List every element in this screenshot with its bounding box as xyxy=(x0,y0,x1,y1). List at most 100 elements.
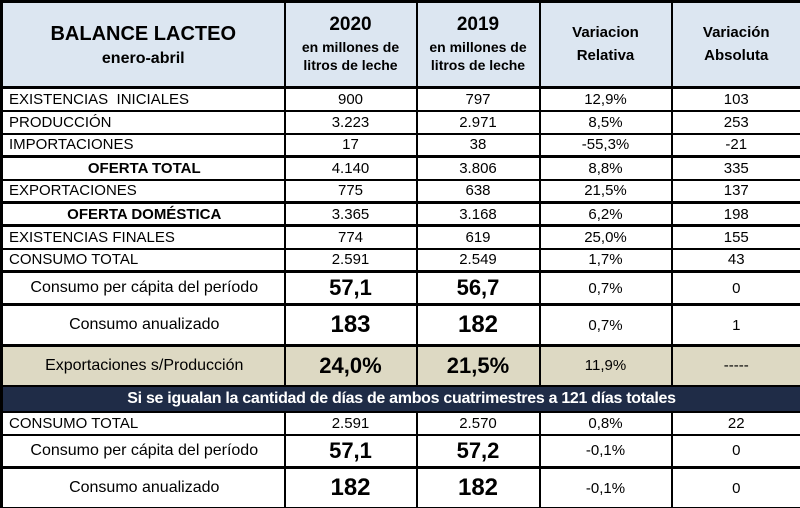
value-2019: 2.570 xyxy=(415,410,541,436)
variacion-absoluta-value: 0 xyxy=(670,270,800,306)
variacion-relativa-value: 25,0% xyxy=(538,224,673,250)
variacion-absoluta-value: 335 xyxy=(670,155,800,181)
value-2019: 619 xyxy=(415,224,541,250)
row-label: Consumo per cápita del período xyxy=(0,433,286,469)
variacion-relativa-value: 0,7% xyxy=(538,303,673,347)
column-label-variacion-relativa: Variacion Relativa xyxy=(572,24,639,64)
variacion-absoluta-value: ----- xyxy=(670,344,800,387)
table-row: Consumo per cápita del período 57,1 56,7 0,… xyxy=(0,270,800,306)
row-label: EXPORTACIONES xyxy=(0,178,286,204)
value-2020: 900 xyxy=(283,86,418,112)
value-2020: 774 xyxy=(283,224,418,250)
value-2020: 775 xyxy=(283,178,418,204)
table-row: OFERTA TOTAL 4.140 3.806 8,8% 335 xyxy=(0,155,800,181)
column-header-2019: 2019 en millones de litros de leche xyxy=(415,0,541,89)
value-2019: 2.549 xyxy=(415,247,541,273)
column-year-2020: 2020 xyxy=(329,14,372,36)
variacion-absoluta-value: 253 xyxy=(670,109,800,135)
table-row: PRODUCCIÓN 3.223 2.971 8,5% 253 xyxy=(0,109,800,135)
value-2019: 56,7 xyxy=(415,270,541,306)
table-row: Consumo anualizado 183 182 0,7% 1 xyxy=(0,303,800,347)
variacion-absoluta-value: -21 xyxy=(670,132,800,158)
table-row: CONSUMO TOTAL 2.591 2.570 0,8% 22 xyxy=(0,410,800,436)
row-label: Consumo anualizado xyxy=(0,303,286,347)
value-2020: 2.591 xyxy=(283,410,418,436)
section-banner-row: Si se igualan la cantidad de días de amb… xyxy=(0,384,800,413)
table-row: Consumo anualizado 182 182 -0,1% 0 xyxy=(0,466,800,508)
page-title: BALANCE LACTEO xyxy=(50,23,237,45)
variacion-relativa-value: 0,8% xyxy=(538,410,673,436)
variacion-absoluta-value: 198 xyxy=(670,201,800,227)
variacion-absoluta-value: 1 xyxy=(670,303,800,347)
column-header-variacion-absoluta: Variación Absoluta xyxy=(670,0,800,89)
value-2019: 638 xyxy=(415,178,541,204)
page-subtitle: enero-abril xyxy=(101,50,185,67)
column-year-2019: 2019 xyxy=(456,14,500,36)
table-row: EXISTENCIAS INICIALES 900 797 12,9% 103 xyxy=(0,86,800,112)
column-header-2020: 2020 en millones de litros de leche xyxy=(283,0,418,89)
variacion-relativa-value: -0,1% xyxy=(538,433,673,469)
table-row: IMPORTACIONES 17 38 -55,3% -21 xyxy=(0,132,800,158)
table-body: EXISTENCIAS INICIALES 900 797 12,9% 103 PRODU… xyxy=(0,86,800,508)
value-2019: 182 xyxy=(415,303,541,347)
table-row: OFERTA DOMÉSTICA 3.365 3.168 6,2% 198 xyxy=(0,201,800,227)
column-unit-2019: en millones de litros de leche xyxy=(429,39,527,74)
variacion-relativa-value: 0,7% xyxy=(538,270,673,306)
value-2019: 57,2 xyxy=(415,433,541,469)
row-label: CONSUMO TOTAL xyxy=(0,410,286,436)
column-header-variacion-relativa: Variacion Relativa xyxy=(538,0,673,89)
variacion-absoluta-value: 22 xyxy=(670,410,800,436)
value-2020: 182 xyxy=(283,466,418,508)
value-2020: 57,1 xyxy=(283,270,418,306)
value-2020: 24,0% xyxy=(283,344,418,387)
value-2019: 38 xyxy=(415,132,541,158)
row-label: CONSUMO TOTAL xyxy=(0,247,286,273)
value-2019: 21,5% xyxy=(415,344,541,387)
column-unit-2020: en millones de litros de leche xyxy=(301,39,400,74)
value-2020: 3.223 xyxy=(283,109,418,135)
header-row: BALANCE LACTEO enero-abril 2020 en millo… xyxy=(0,0,800,89)
variacion-relativa-value: 12,9% xyxy=(538,86,673,112)
variacion-absoluta-value: 155 xyxy=(670,224,800,250)
value-2019: 182 xyxy=(415,466,541,508)
column-label-variacion-absoluta: Variación Absoluta xyxy=(702,24,770,64)
row-label: EXISTENCIAS FINALES xyxy=(0,224,286,250)
value-2020: 57,1 xyxy=(283,433,418,469)
value-2019: 3.806 xyxy=(415,155,541,181)
table-row: Consumo per cápita del período 57,1 57,2 -0… xyxy=(0,433,800,469)
variacion-relativa-value: 6,2% xyxy=(538,201,673,227)
table-title-cell: BALANCE LACTEO enero-abril xyxy=(0,0,286,89)
row-label: Exportaciones s/Producción xyxy=(0,344,286,387)
variacion-relativa-value: 11,9% xyxy=(538,344,673,387)
value-2019: 3.168 xyxy=(415,201,541,227)
table-row: EXISTENCIAS FINALES 774 619 25,0% 155 xyxy=(0,224,800,250)
row-label: PRODUCCIÓN xyxy=(0,109,286,135)
value-2019: 797 xyxy=(415,86,541,112)
row-label: OFERTA TOTAL xyxy=(0,155,286,181)
table-row: CONSUMO TOTAL 2.591 2.549 1,7% 43 xyxy=(0,247,800,273)
value-2020: 2.591 xyxy=(283,247,418,273)
row-label: IMPORTACIONES xyxy=(0,132,286,158)
table-row: Exportaciones s/Producción 24,0% 21,5% 11,9… xyxy=(0,344,800,387)
variacion-relativa-value: -0,1% xyxy=(538,466,673,508)
row-label: Consumo anualizado xyxy=(0,466,286,508)
value-2020: 3.365 xyxy=(283,201,418,227)
variacion-relativa-value: 1,7% xyxy=(538,247,673,273)
variacion-relativa-value: -55,3% xyxy=(538,132,673,158)
row-label: Consumo per cápita del período xyxy=(0,270,286,306)
value-2019: 2.971 xyxy=(415,109,541,135)
variacion-relativa-value: 8,8% xyxy=(538,155,673,181)
value-2020: 4.140 xyxy=(283,155,418,181)
variacion-relativa-value: 8,5% xyxy=(538,109,673,135)
variacion-absoluta-value: 137 xyxy=(670,178,800,204)
table-row: EXPORTACIONES 775 638 21,5% 137 xyxy=(0,178,800,204)
section-banner: Si se igualan la cantidad de días de amb… xyxy=(0,384,800,413)
variacion-absoluta-value: 0 xyxy=(670,466,800,508)
value-2020: 183 xyxy=(283,303,418,347)
row-label: EXISTENCIAS INICIALES xyxy=(0,86,286,112)
variacion-absoluta-value: 43 xyxy=(670,247,800,273)
variacion-relativa-value: 21,5% xyxy=(538,178,673,204)
row-label: OFERTA DOMÉSTICA xyxy=(0,201,286,227)
